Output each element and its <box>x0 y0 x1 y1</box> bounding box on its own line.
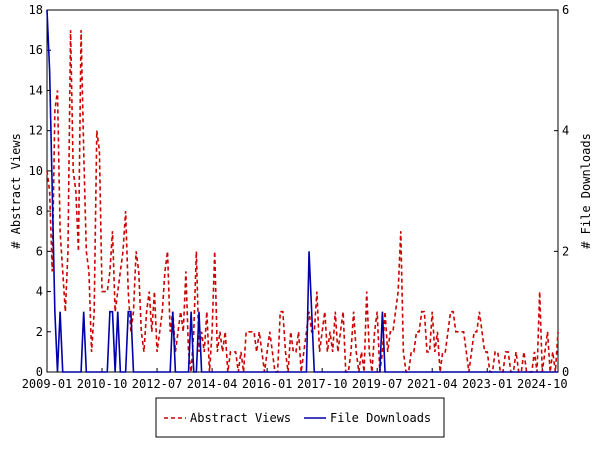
y-tick-label: 18 <box>29 3 43 17</box>
x-tick-label: 2019-07 <box>352 377 403 391</box>
legend-label: File Downloads <box>330 411 431 425</box>
x-tick-label: 2014-04 <box>187 377 238 391</box>
y2-tick-label: 4 <box>562 124 569 138</box>
x-tick-label: 2021-04 <box>407 377 458 391</box>
x-tick-label: 2010-10 <box>77 377 128 391</box>
y-tick-label: 0 <box>36 365 43 379</box>
legend-label: Abstract Views <box>190 411 291 425</box>
y-tick-label: 2 <box>36 325 43 339</box>
legend <box>155 397 445 438</box>
series-line <box>46 9 558 373</box>
x-tick-label: 2009-01 <box>22 377 73 391</box>
y-tick-label: 4 <box>36 285 43 299</box>
plot-frame <box>46 9 559 373</box>
y2-axis-title: # File Downloads <box>579 133 593 249</box>
x-tick-label: 2024-10 <box>517 377 568 391</box>
y2-tick-label: 2 <box>562 244 569 258</box>
y-tick-label: 10 <box>29 164 43 178</box>
y-tick-label: 8 <box>36 204 43 218</box>
y-tick-label: 6 <box>36 244 43 258</box>
y2-tick-label: 6 <box>562 3 569 17</box>
x-tick-label: 2016-01 <box>242 377 293 391</box>
y-axis-title: # Abstract Views <box>9 133 23 249</box>
series-line <box>46 30 559 373</box>
y-tick-label: 16 <box>29 43 43 57</box>
y-tick-label: 14 <box>29 83 43 97</box>
x-tick-label: 2012-07 <box>132 377 183 391</box>
y-tick-label: 12 <box>29 124 43 138</box>
y2-tick-label: 0 <box>562 365 569 379</box>
x-tick-label: 2023-01 <box>462 377 513 391</box>
x-tick-label: 2017-10 <box>297 377 348 391</box>
